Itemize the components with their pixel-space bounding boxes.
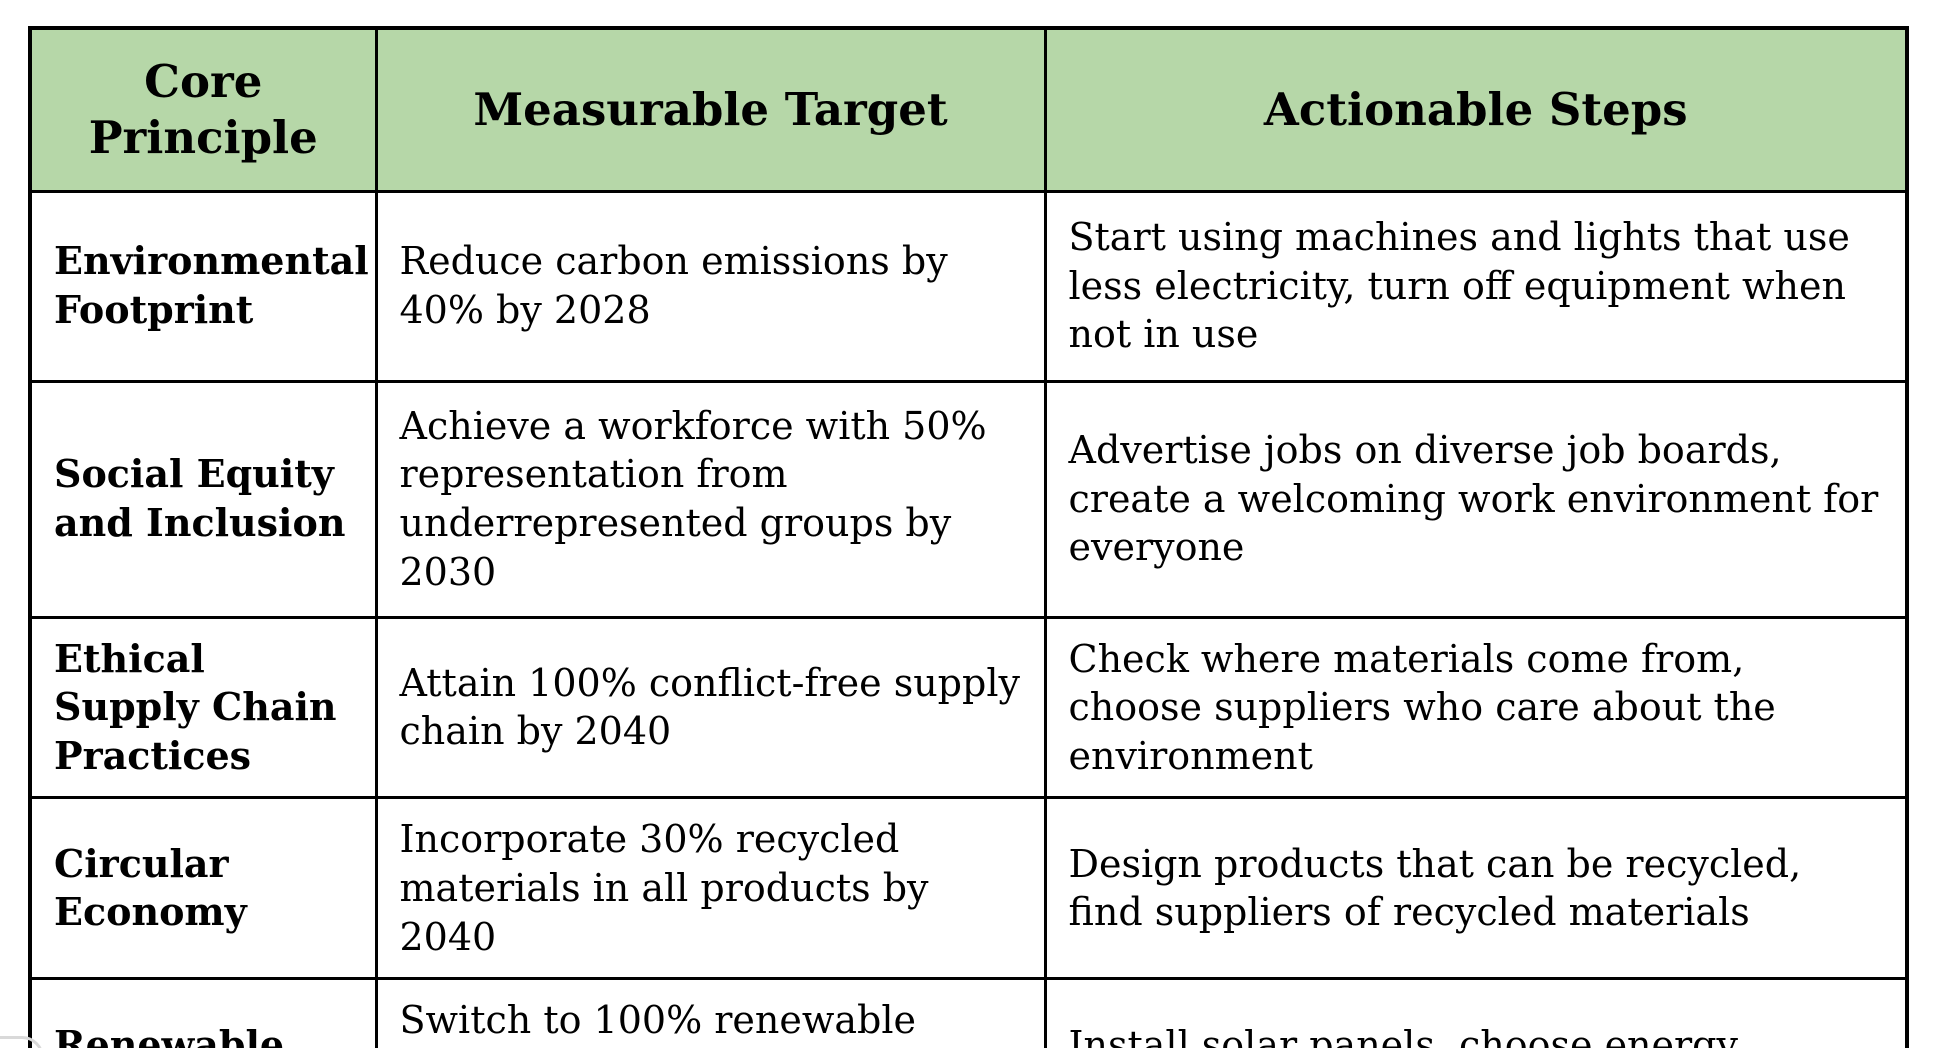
column-header-core-principle: Core Principle (28, 26, 378, 193)
cell-target: Switch to 100% renewable energy in all o… (374, 977, 1047, 1048)
cell-principle: Circular Economy (28, 796, 378, 981)
table-row: Ethical Supply Chain Practices Attain 10… (28, 615, 1909, 800)
cell-steps: Design products that can be recycled, fi… (1043, 796, 1909, 981)
cell-principle: Renewable Energy Use (28, 977, 378, 1048)
table-row: Environmental Footprint Reduce carbon em… (28, 189, 1909, 383)
cell-steps: Install solar panels, choose energy prov… (1043, 977, 1909, 1048)
table-row: Renewable Energy Use Switch to 100% rene… (28, 977, 1909, 1048)
cell-principle: Ethical Supply Chain Practices (28, 615, 378, 800)
sustainability-principles-table: Core Principle Measurable Target Actiona… (28, 26, 1909, 1048)
column-header-measurable-target: Measurable Target (374, 26, 1047, 193)
table-header-row: Core Principle Measurable Target Actiona… (28, 26, 1909, 193)
cell-principle: Environmental Footprint (28, 189, 378, 383)
cell-principle: Social Equity and Inclusion (28, 379, 378, 619)
cell-target: Reduce carbon emissions by 40% by 2028 (374, 189, 1047, 383)
column-header-actionable-steps: Actionable Steps (1043, 26, 1909, 193)
cell-target: Incorporate 30% recycled materials in al… (374, 796, 1047, 981)
table-row: Circular Economy Incorporate 30% recycle… (28, 796, 1909, 981)
cell-steps: Start using machines and lights that use… (1043, 189, 1909, 383)
table-row: Social Equity and Inclusion Achieve a wo… (28, 379, 1909, 619)
cell-steps: Check where materials come from, choose … (1043, 615, 1909, 800)
cell-target: Achieve a workforce with 50% representat… (374, 379, 1047, 619)
cell-steps: Advertise jobs on diverse job boards, cr… (1043, 379, 1909, 619)
cell-target: Attain 100% conflict-free supply chain b… (374, 615, 1047, 800)
